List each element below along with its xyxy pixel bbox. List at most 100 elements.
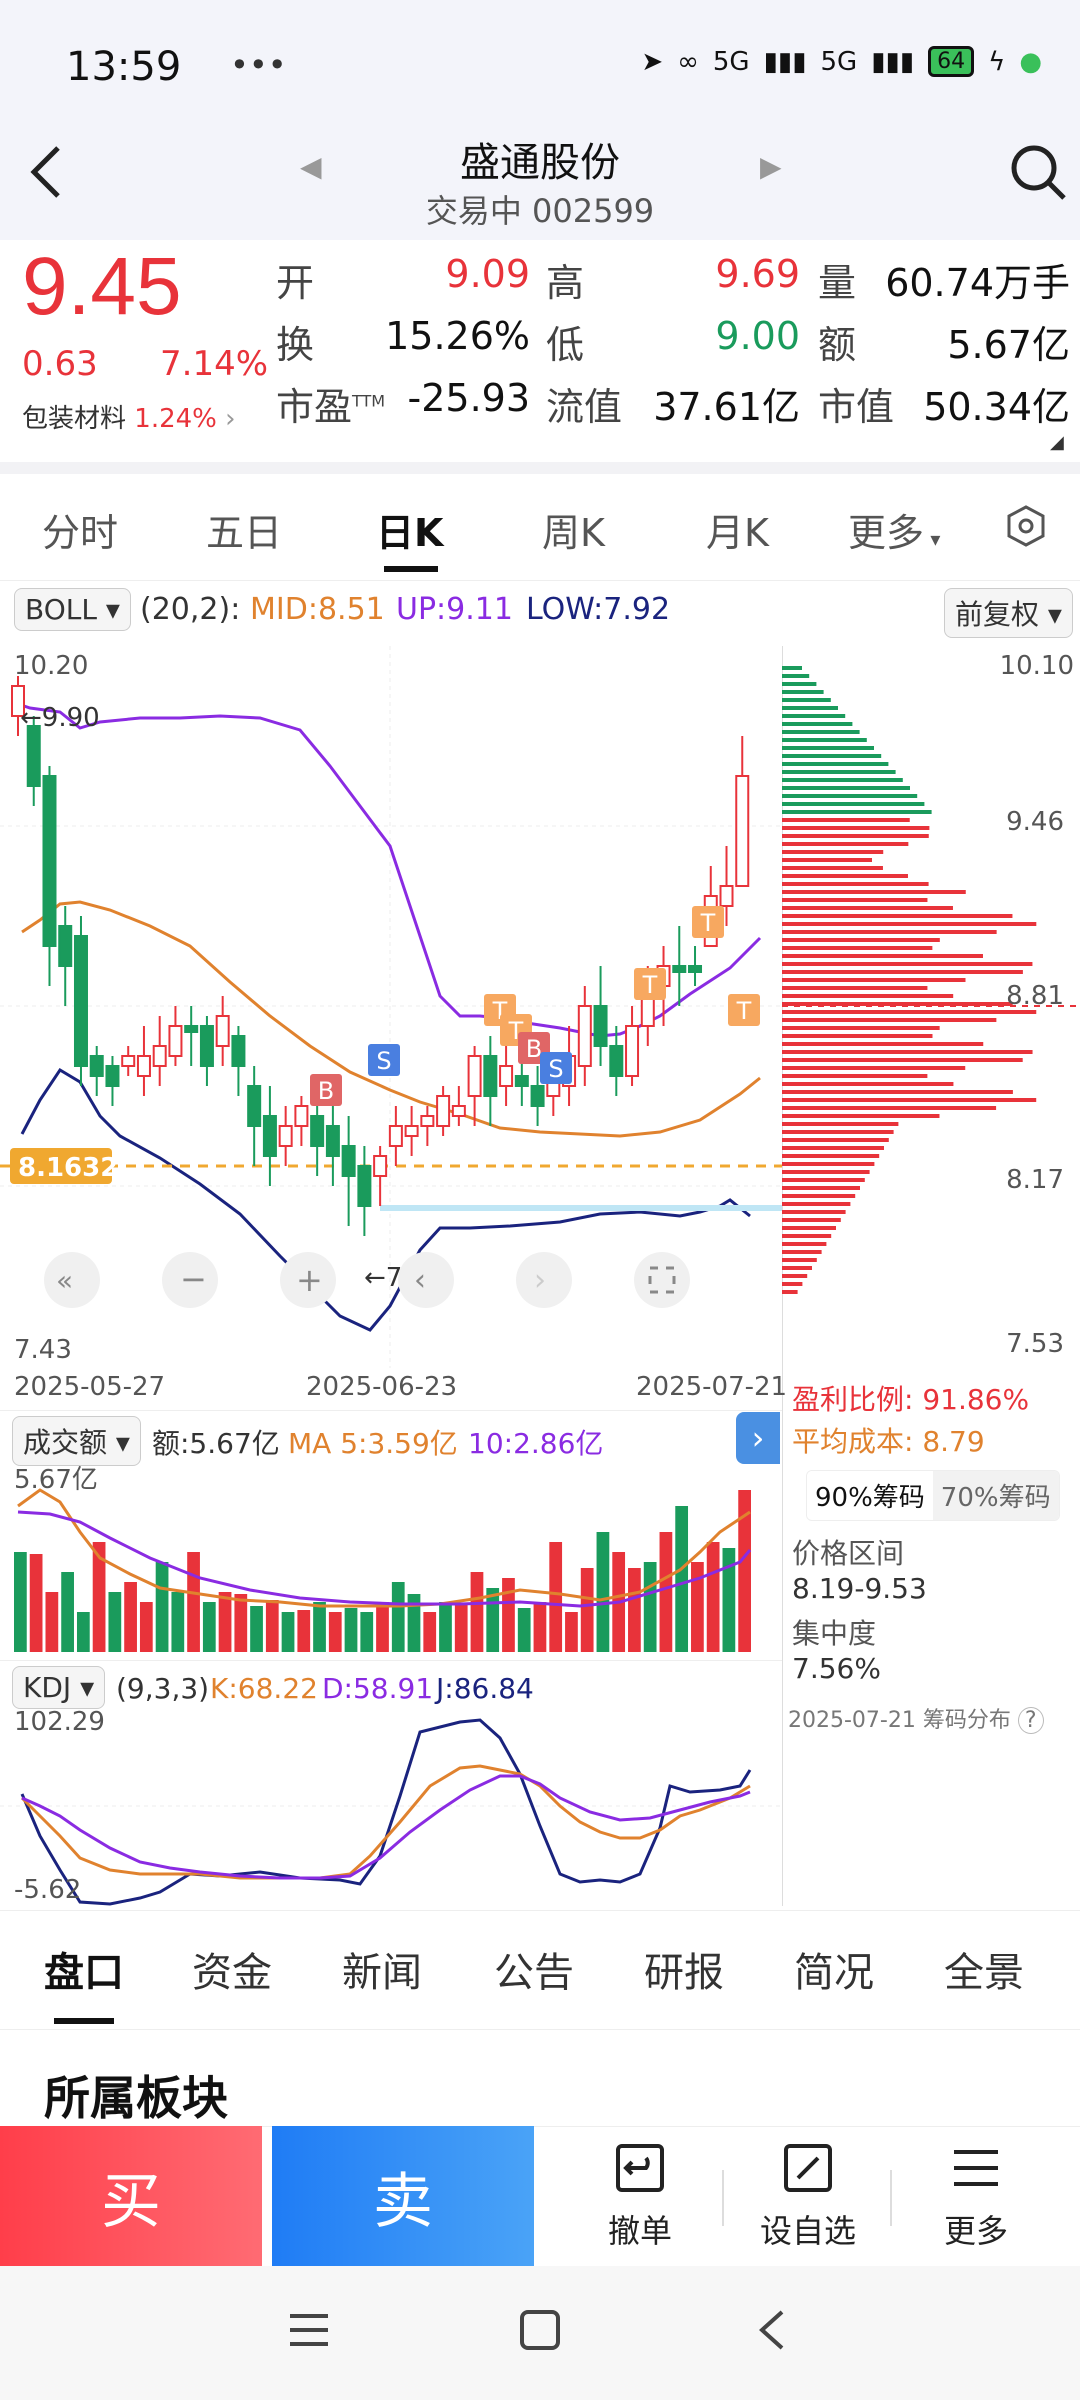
tab-overview[interactable]: 全景 xyxy=(944,1950,1024,1996)
chip-bar xyxy=(782,1114,940,1118)
volume-selector[interactable]: 成交额 ▾ xyxy=(12,1416,141,1466)
chip-bar xyxy=(782,730,860,734)
tab-chip-90[interactable]: 90%筹码 xyxy=(807,1471,933,1520)
chip-bar xyxy=(782,1250,822,1254)
chip-bar xyxy=(782,962,1033,966)
kdj-indicator-row xyxy=(0,1660,782,1711)
tab-weekly-k[interactable]: 周K xyxy=(542,511,605,555)
next-stock-icon[interactable]: ▶ xyxy=(760,150,782,183)
quote-panel xyxy=(0,240,1080,462)
volume-ma10-line xyxy=(17,1510,752,1608)
candle-body xyxy=(168,1025,183,1057)
candle-body xyxy=(184,1025,199,1033)
tab-daily-k[interactable]: 日K xyxy=(376,511,444,555)
volume-bar xyxy=(313,1602,326,1652)
candle-body xyxy=(373,1155,388,1177)
tab-announcements[interactable]: 公告 xyxy=(494,1950,574,1996)
sell-button[interactable]: 卖 xyxy=(272,2126,534,2266)
date-label-2: 2025-06-23 xyxy=(306,1372,458,1402)
menu-icon xyxy=(954,2150,998,2186)
avg-cost: 平均成本: 8.79 xyxy=(792,1425,985,1458)
chip-bar xyxy=(782,1066,966,1070)
scroll-back-button xyxy=(398,1252,454,1308)
stock-name: 盛通股份 xyxy=(460,140,620,186)
price-line-label: 8.1632 xyxy=(18,1153,118,1183)
tab-research[interactable]: 研报 xyxy=(644,1950,724,1996)
chip-bar xyxy=(782,978,966,982)
tab-news[interactable]: 新闻 xyxy=(342,1950,422,1996)
expand-panel-button[interactable]: › xyxy=(736,1412,780,1464)
chip-bar xyxy=(782,986,928,990)
scroll-left-button xyxy=(44,1252,100,1308)
cancel-order-button[interactable]: 撤单 xyxy=(570,2140,710,2252)
candle-body xyxy=(436,1095,451,1127)
chip-bar xyxy=(782,1082,954,1086)
chip-bar xyxy=(782,946,933,950)
chip-bar xyxy=(782,970,1023,974)
tab-quote[interactable]: 盘口 xyxy=(44,1950,124,1996)
chip-bar xyxy=(782,690,824,694)
search-icon[interactable] xyxy=(1008,142,1068,202)
settings-hex-icon[interactable] xyxy=(1004,504,1048,548)
volume-bar xyxy=(675,1506,689,1652)
tab-chip-70[interactable]: 70%筹码 xyxy=(932,1471,1059,1520)
tab-more[interactable]: 更多 ▾ xyxy=(848,511,941,555)
prev-stock-icon[interactable]: ◀ xyxy=(300,150,322,183)
zoom-controls[interactable]: « − + ‹ › xyxy=(44,1252,690,1308)
chip-bar xyxy=(782,714,846,718)
candle-body xyxy=(121,1055,136,1067)
candle-body xyxy=(404,1125,419,1137)
volume-y-max: 5.67亿 xyxy=(14,1465,98,1495)
chip-bar xyxy=(782,1154,880,1158)
chip-bar xyxy=(782,858,873,862)
expand-corner-icon[interactable]: ◢ xyxy=(1050,432,1064,453)
fullscreen-button xyxy=(634,1252,690,1308)
candle-body xyxy=(735,775,750,887)
amount-value: 5.67亿 xyxy=(947,323,1070,367)
volume-bar xyxy=(202,1602,216,1652)
back-arrow-icon[interactable] xyxy=(22,142,72,202)
nav-home-icon[interactable] xyxy=(518,2308,562,2352)
indicator-selector[interactable]: BOLL ▾ xyxy=(14,588,131,631)
sector-link[interactable]: 包装材料 1.24% › xyxy=(22,398,236,435)
amount-label: 额 xyxy=(818,323,857,367)
candle-body xyxy=(530,1085,545,1107)
volume-bar xyxy=(155,1562,169,1652)
chip-bar xyxy=(782,866,883,870)
section-heading: 所属板块 xyxy=(44,2071,228,2125)
cancel-order-icon xyxy=(616,2144,664,2192)
plus-icon: + xyxy=(296,1261,323,1299)
chip-bar xyxy=(782,746,874,750)
tab-profile[interactable]: 简况 xyxy=(794,1950,874,1996)
add-watchlist-button[interactable]: 设自选 xyxy=(738,2140,878,2252)
volume-bar xyxy=(596,1532,610,1652)
candle-body xyxy=(105,1065,120,1087)
chip-bar xyxy=(782,1234,832,1238)
volume-bars xyxy=(14,1490,751,1652)
volume-bar xyxy=(659,1532,673,1652)
chip-bar xyxy=(782,826,930,830)
candle-body xyxy=(247,1085,262,1127)
tab-monthly-k[interactable]: 月K xyxy=(706,511,769,555)
tab-five-day[interactable]: 五日 xyxy=(206,511,283,555)
date-label-1: 2025-05-27 xyxy=(14,1372,166,1402)
range-label: 价格区间 xyxy=(792,1537,905,1570)
chip-bar xyxy=(782,1002,1013,1006)
candle-body xyxy=(688,965,703,973)
nav-menu-icon[interactable] xyxy=(288,2310,330,2350)
nav-back-icon[interactable] xyxy=(752,2308,792,2352)
volume-bar xyxy=(565,1612,578,1652)
edit-icon xyxy=(784,2144,832,2192)
adjust-selector[interactable]: 前复权 ▾ xyxy=(944,588,1073,638)
green-dot-icon: ● xyxy=(1019,46,1042,77)
candle-body xyxy=(58,925,73,967)
tab-funds[interactable]: 资金 xyxy=(192,1950,272,1996)
tab-intraday[interactable]: 分时 xyxy=(42,511,119,555)
buy-button[interactable]: 买 xyxy=(0,2126,262,2266)
volume-bar xyxy=(643,1562,657,1652)
kdj-selector[interactable]: KDJ ▾ xyxy=(12,1666,106,1709)
more-actions-button[interactable]: 更多 xyxy=(906,2140,1046,2252)
volume-bar xyxy=(454,1604,468,1652)
volume-bar xyxy=(549,1542,563,1652)
